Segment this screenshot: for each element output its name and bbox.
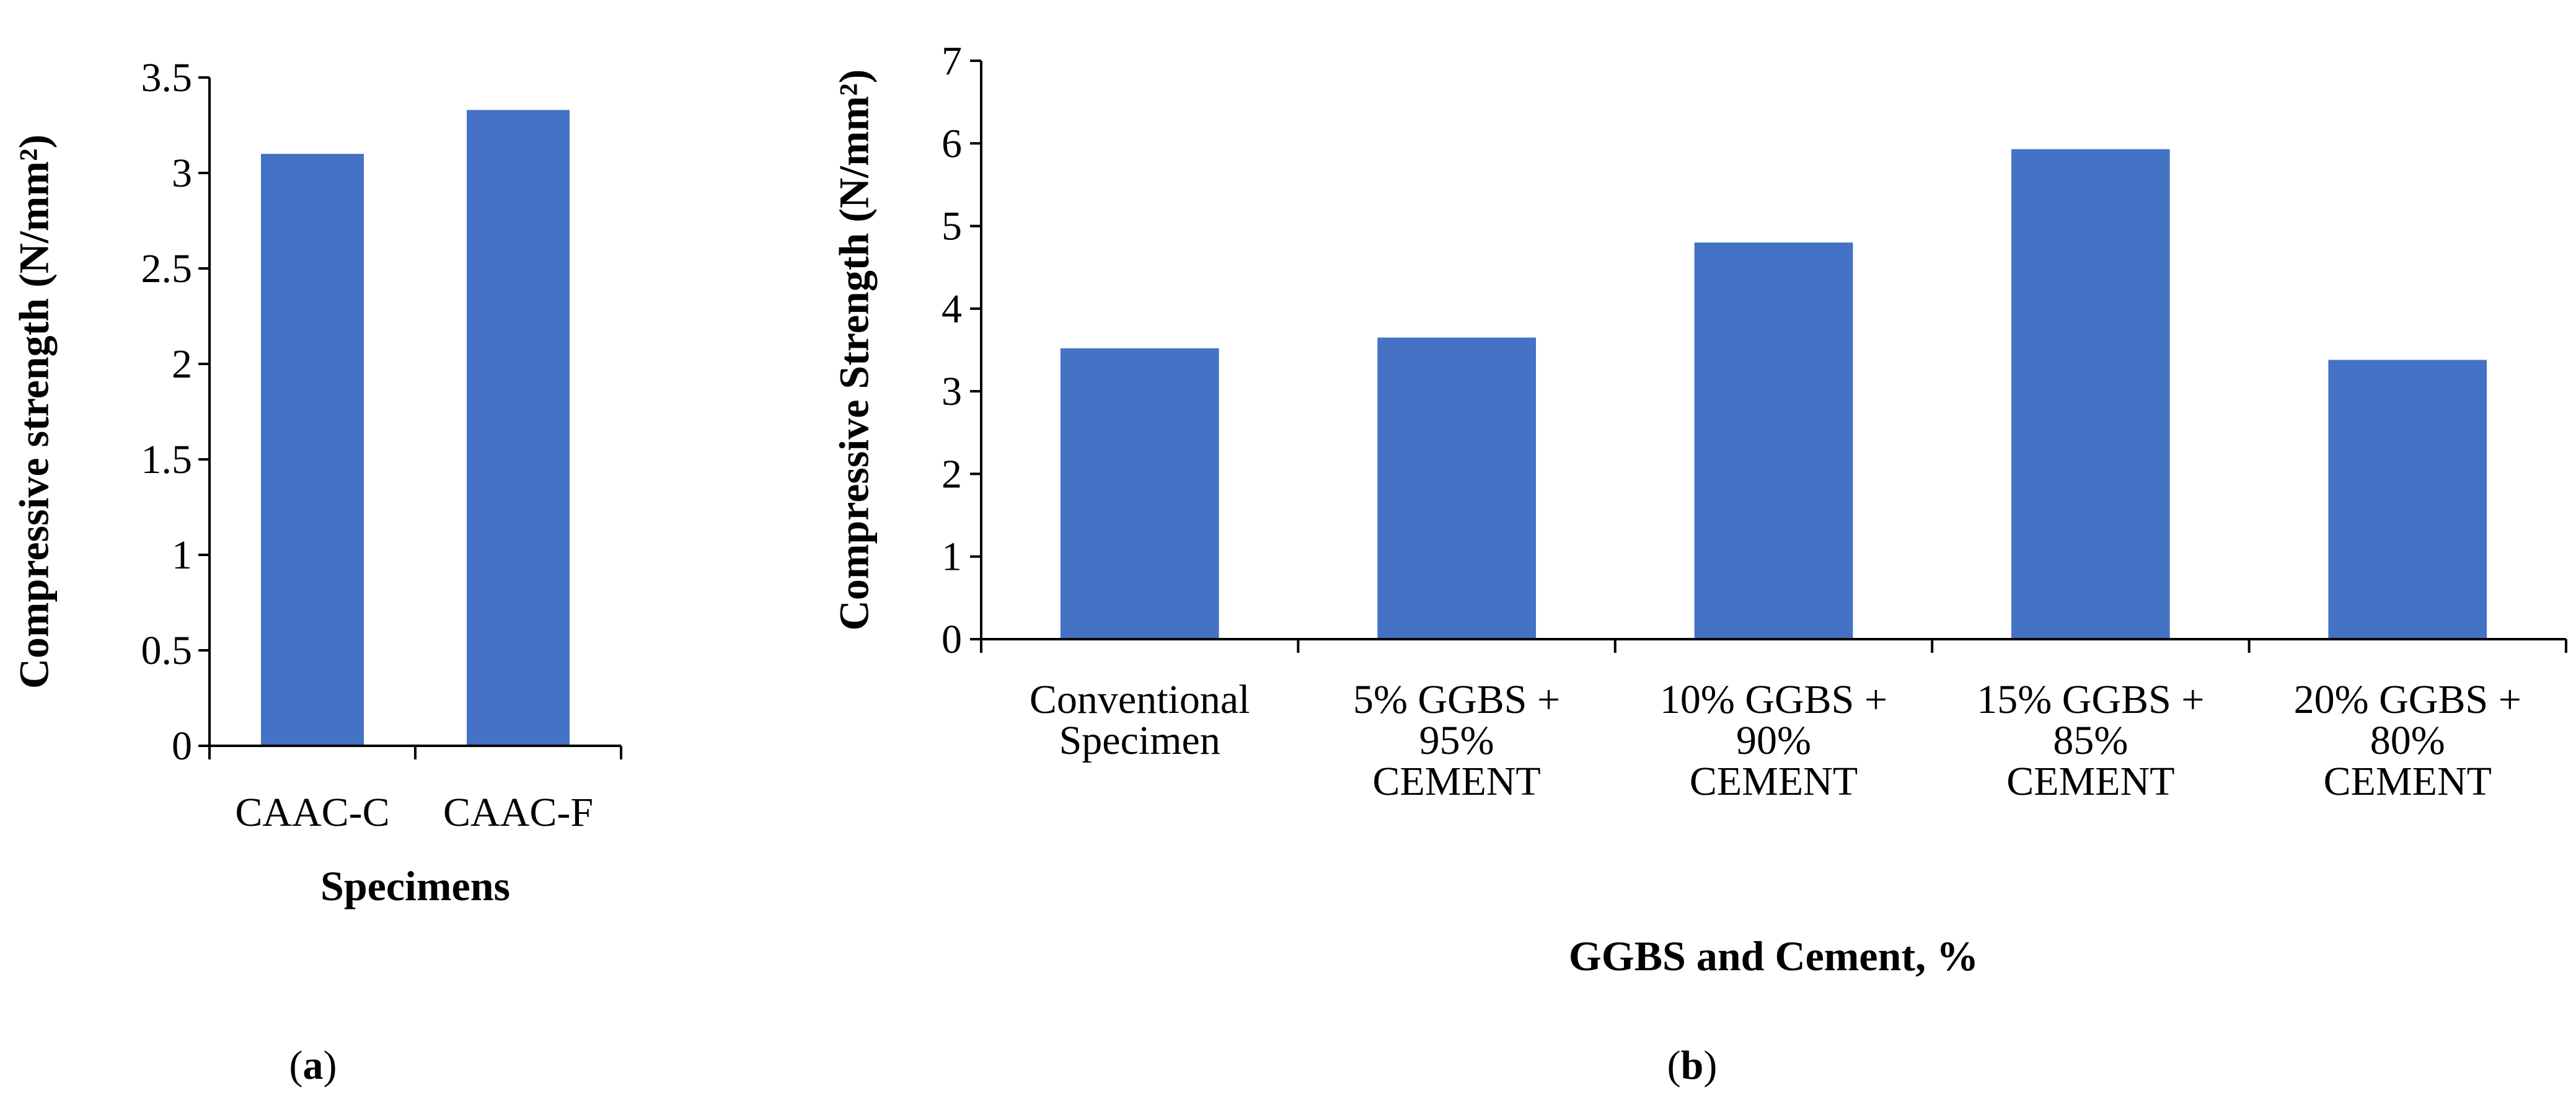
chart-b-bars: [1060, 149, 2487, 640]
chart-b-category-label: 5% GGBS +95% CEMENT: [1353, 677, 1560, 804]
chart-b-category-label: 20% GGBS +80% CEMENT: [2294, 677, 2521, 804]
chart-b-category-label: 15% GGBS +85% CEMENT: [1977, 677, 2204, 804]
chart-b-y-tick-label: 4: [942, 286, 962, 332]
chart-a-y-tick-label: 3: [172, 151, 192, 196]
chart-a-panel-label: (a): [289, 1043, 337, 1088]
chart-a: 0 0.5 1 1.5 2 2.5 3 3.5 CAAC-C CAAC-F Compressiv…: [11, 55, 622, 1088]
chart-a-y-tick-label: 1.5: [141, 437, 193, 482]
chart-b-y-tick-label: 0: [942, 617, 962, 662]
chart-a-bar-2: [467, 110, 570, 746]
chart-b-y-tick-label: 6: [942, 121, 962, 166]
chart-b-bar-2: [1377, 337, 1536, 639]
chart-a-y-tick-label: 3.5: [141, 55, 193, 100]
chart-b-y-tick-label: 5: [942, 204, 962, 249]
chart-b-y-tick-label: 2: [942, 451, 962, 497]
chart-b-x-axis-label: GGBS and Cement, %: [1569, 932, 1978, 980]
chart-a-y-tick-label: 1: [172, 533, 192, 578]
chart-b-category-label: 10% GGBS +90% CEMENT: [1660, 677, 1887, 804]
chart-a-panel-letter: a: [303, 1043, 324, 1088]
chart-a-y-axis-label: Compressive strength (N/mm²): [11, 135, 58, 689]
chart-b-panel-label: (b): [1667, 1043, 1718, 1088]
chart-b: 0 1 2 3 4 5 6 7 Conventional Specimen 5% GGBS +95…: [831, 38, 2567, 1088]
chart-a-y-tick-label: 2: [172, 342, 192, 387]
chart-a-x-axis-label: Specimens: [320, 862, 510, 909]
chart-a-y-ticks: 0 0.5 1 1.5 2 2.5 3 3.5: [141, 55, 210, 769]
chart-a-bar-1: [261, 154, 364, 746]
chart-b-bar-1: [1060, 348, 1219, 639]
chart-b-y-tick-label: 3: [942, 369, 962, 414]
chart-b-panel-letter: b: [1681, 1043, 1704, 1088]
chart-b-category-label: Conventional Specimen: [1030, 677, 1250, 763]
chart-a-category-label: CAAC-C: [235, 790, 389, 835]
chart-b-y-tick-label: 7: [942, 38, 962, 84]
chart-a-categories: CAAC-C CAAC-F: [235, 790, 593, 835]
chart-a-x-ticks: [208, 746, 622, 759]
chart-a-y-tick-label: 0: [172, 723, 192, 769]
chart-b-y-tick-label: 1: [942, 534, 962, 580]
chart-a-y-tick-label: 0.5: [141, 628, 193, 673]
chart-a-bars: [261, 110, 570, 746]
chart-b-y-axis-label: Compressive Strength (N/mm²): [831, 69, 878, 631]
chart-b-bar-3: [1694, 242, 1853, 639]
chart-b-categories: Conventional Specimen 5% GGBS +95% CEMENT 10…: [1030, 677, 2521, 804]
chart-a-y-tick-label: 2.5: [141, 246, 193, 291]
chart-b-bar-4: [2011, 149, 2170, 640]
chart-b-x-ticks: [980, 639, 2567, 653]
chart-a-category-label: CAAC-F: [443, 790, 593, 835]
chart-b-bar-5: [2328, 360, 2487, 639]
chart-b-y-ticks: 0 1 2 3 4 5 6 7: [942, 38, 981, 662]
